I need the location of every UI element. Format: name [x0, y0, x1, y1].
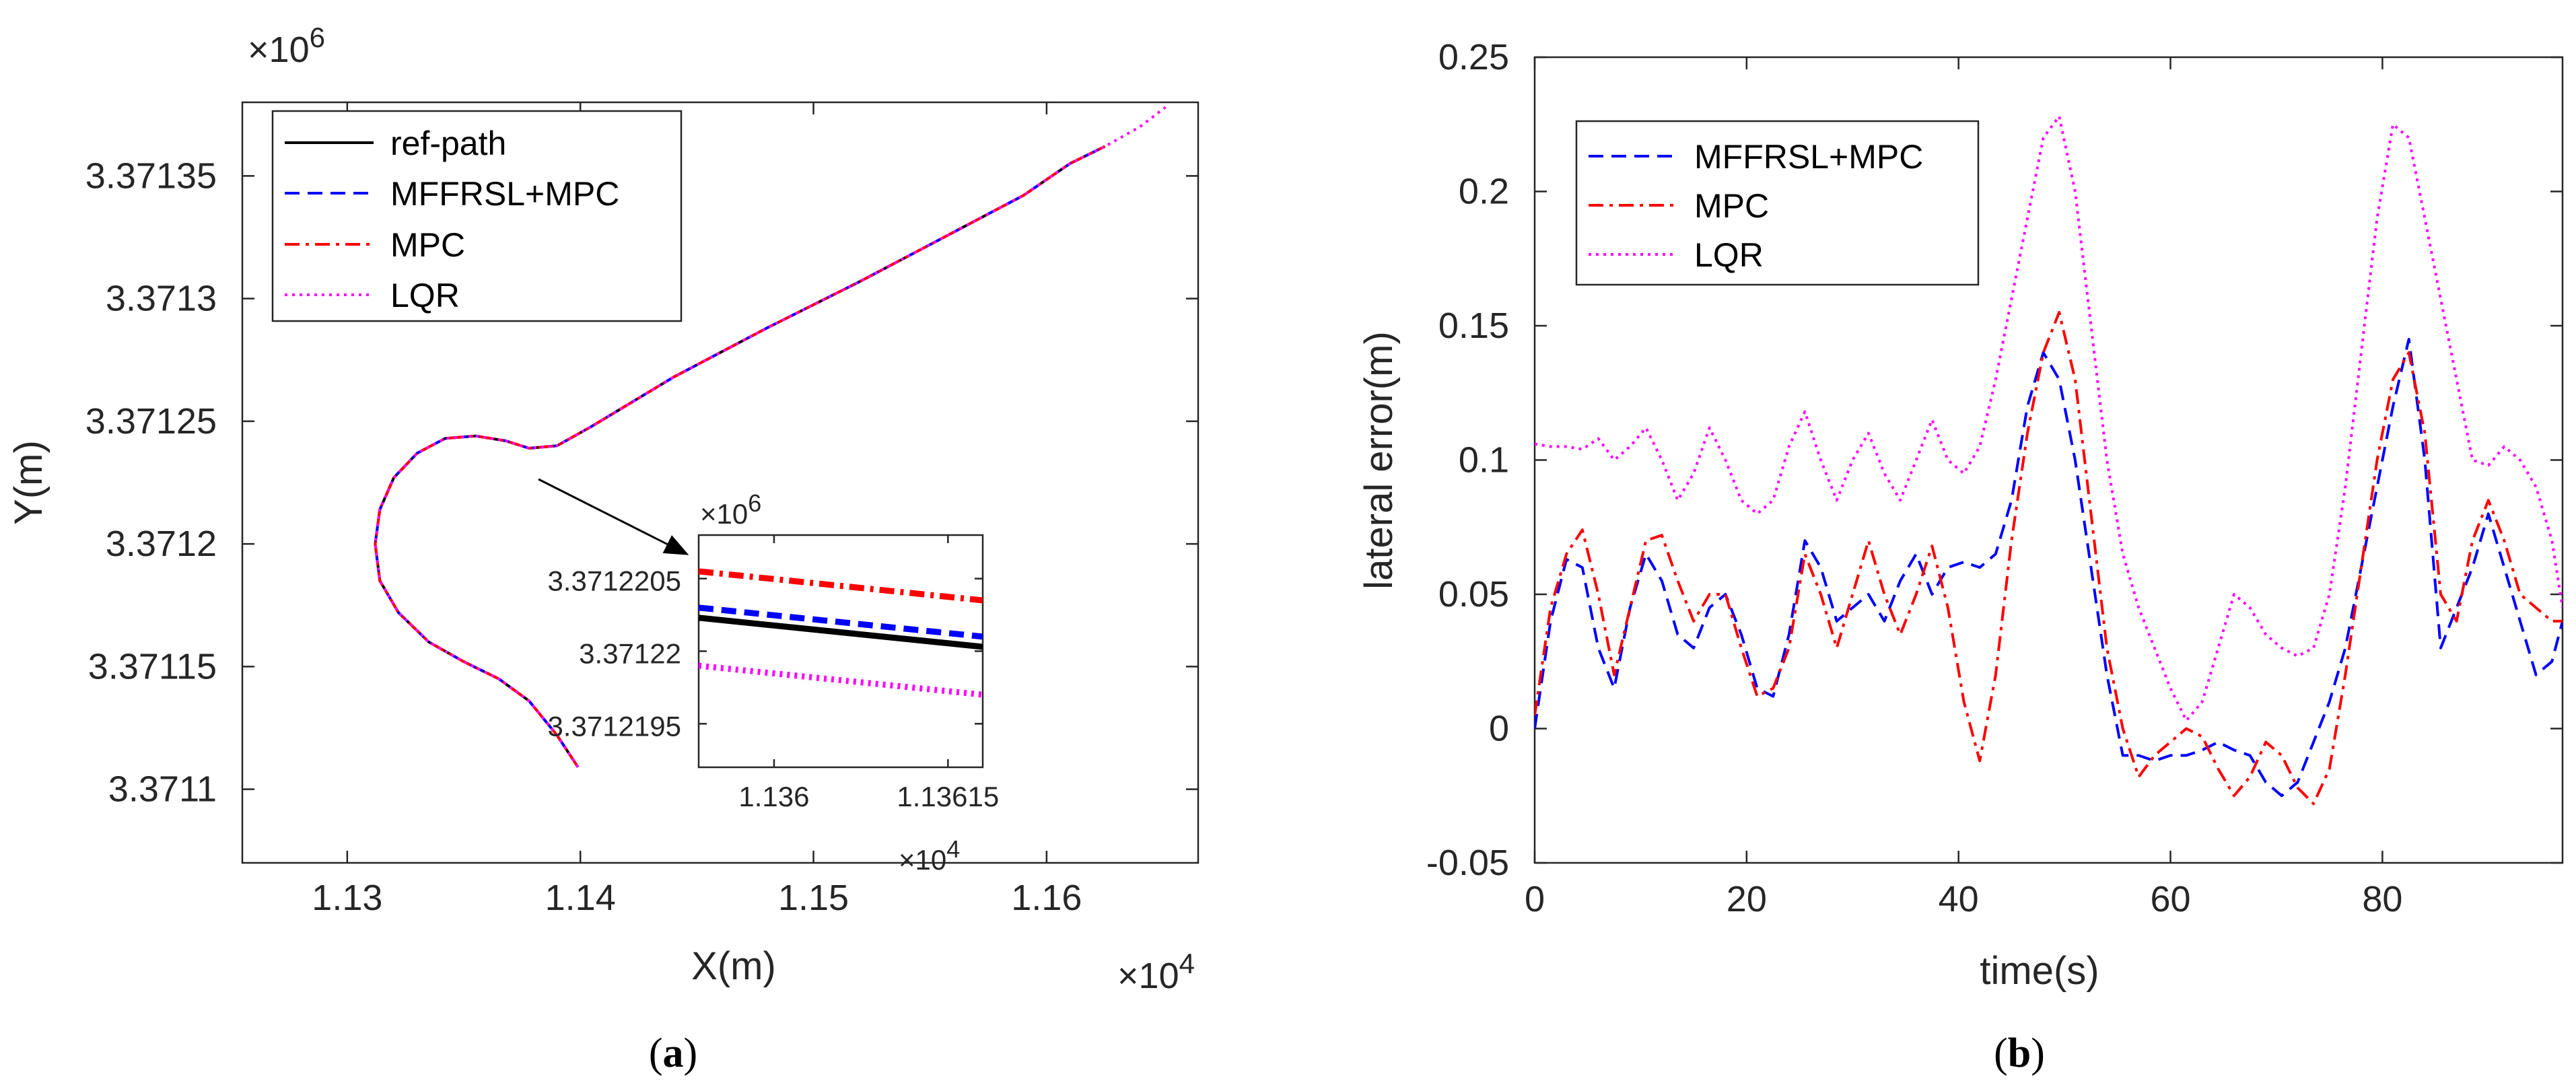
inset-series-ref-path	[699, 614, 983, 650]
panel-b-x-tick-label: 60	[2150, 879, 2190, 919]
inset-series	[699, 568, 983, 698]
legend-label-mffrsl-mpc: MFFRSL+MPC	[1694, 138, 1923, 176]
panel-a-y-tick-label: 3.3711	[108, 769, 217, 810]
panel-a-y-tick-label: 3.37135	[85, 155, 217, 196]
panel-b-y-tick-label: 0.1	[1459, 440, 1509, 481]
legend-label-lqr: LQR	[1694, 236, 1764, 274]
panel-b-xlabel: time(s)	[1980, 949, 2099, 993]
inset-plot-area	[697, 534, 984, 769]
panel-a-y-exponent: ×106	[248, 22, 325, 70]
inset-y-tick-label: 3.3712195	[547, 710, 681, 742]
panel-b-x-tick-label: 80	[2362, 879, 2402, 919]
panel-a-x-tick-label: 1.16	[1011, 878, 1082, 918]
inset-x-exponent: ×104	[899, 835, 960, 876]
panel-b-legend: MFFRSL+MPC MPC LQR	[1575, 120, 1980, 286]
panel-a: 1.13 1.14 1.15 1.16 3.3711 3.37115 3.3712 3.371…	[7, 22, 1199, 1076]
inset-x-tick-label: 1.136	[738, 781, 809, 812]
panel-a-x-exponent: ×104	[1117, 948, 1195, 996]
panel-b-x-tick-label: 20	[1727, 879, 1767, 919]
panel-a-ylabel: Y(m)	[7, 440, 50, 525]
legend-label-mpc: MPC	[390, 226, 465, 264]
panel-a-series-lqr	[374, 106, 1167, 768]
panel-b: 0 20 40 60 80 -0.05 0 0.05 0.1 0.15 0.2 0.25 time(s…	[1357, 37, 2564, 1076]
panel-b-series	[1535, 114, 2563, 806]
legend-label-ref-path: ref-path	[390, 125, 506, 162]
panel-b-x-tick-label: 0	[1525, 879, 1545, 919]
panel-a-y-tick-label: 3.37125	[85, 401, 217, 442]
zoom-arrow	[538, 478, 689, 555]
panel-a-inset: 1.136 1.13615 3.3712195 3.37122 3.3712205 ×1…	[547, 489, 999, 876]
legend-label-mpc: MPC	[1694, 187, 1769, 225]
panel-a-y-tick-label: 3.37115	[88, 646, 217, 687]
panel-b-y-tick-label: 0.15	[1438, 306, 1509, 346]
inset-x-tick-label: 1.13615	[897, 781, 999, 812]
panel-a-series-mpc	[374, 145, 1106, 768]
panel-b-series-lqr	[1535, 114, 2563, 722]
legend-label-mffrsl-mpc: MFFRSL+MPC	[390, 175, 619, 213]
inset-ticks: 1.136 1.13615 3.3712195 3.37122 3.3712205	[547, 535, 999, 812]
panel-b-y-tick-label: 0.2	[1459, 172, 1509, 212]
inset-series-mpc	[699, 568, 983, 604]
panel-b-y-tick-label: -0.05	[1426, 843, 1509, 883]
panel-a-xlabel: X(m)	[691, 944, 776, 988]
panel-b-ticks: 0 20 40 60 80 -0.05 0 0.05 0.1 0.15 0.2 0.25	[1426, 37, 2563, 919]
inset-y-exponent: ×106	[700, 489, 761, 530]
inset-series-mffrsl-mpc	[699, 604, 983, 640]
panel-b-series-mffrsl-mpc	[1535, 337, 2563, 798]
panel-a-ticks: 1.13 1.14 1.15 1.16 3.3711 3.37115 3.3712 3.371…	[85, 102, 1198, 918]
panel-a-legend: ref-path MFFRSL+MPC MPC LQR	[271, 110, 683, 322]
panel-a-caption: (a)	[649, 1030, 697, 1076]
panel-b-ylabel: lateral error(m)	[1357, 331, 1401, 590]
inset-series-lqr	[699, 662, 983, 698]
panel-a-x-tick-label: 1.15	[778, 878, 849, 918]
panel-b-y-tick-label: 0.25	[1438, 37, 1509, 77]
panel-b-series-mpc	[1535, 311, 2563, 806]
panel-a-series	[374, 106, 1167, 768]
panel-a-x-tick-label: 1.13	[312, 878, 382, 918]
panel-b-caption: (b)	[1994, 1030, 2045, 1076]
legend-label-lqr: LQR	[390, 277, 460, 314]
panel-b-legend-box	[1575, 120, 1980, 286]
panel-a-y-tick-label: 3.3713	[106, 279, 217, 319]
panel-a-y-tick-label: 3.3712	[106, 524, 217, 564]
panel-a-x-tick-label: 1.14	[545, 878, 616, 918]
panel-b-y-tick-label: 0	[1489, 709, 1509, 749]
inset-y-tick-label: 3.3712205	[547, 565, 681, 597]
panel-b-y-tick-label: 0.05	[1438, 574, 1509, 614]
panel-b-x-tick-label: 40	[1939, 879, 1979, 919]
inset-y-tick-label: 3.37122	[579, 638, 681, 670]
panel-a-legend-box	[271, 110, 683, 322]
